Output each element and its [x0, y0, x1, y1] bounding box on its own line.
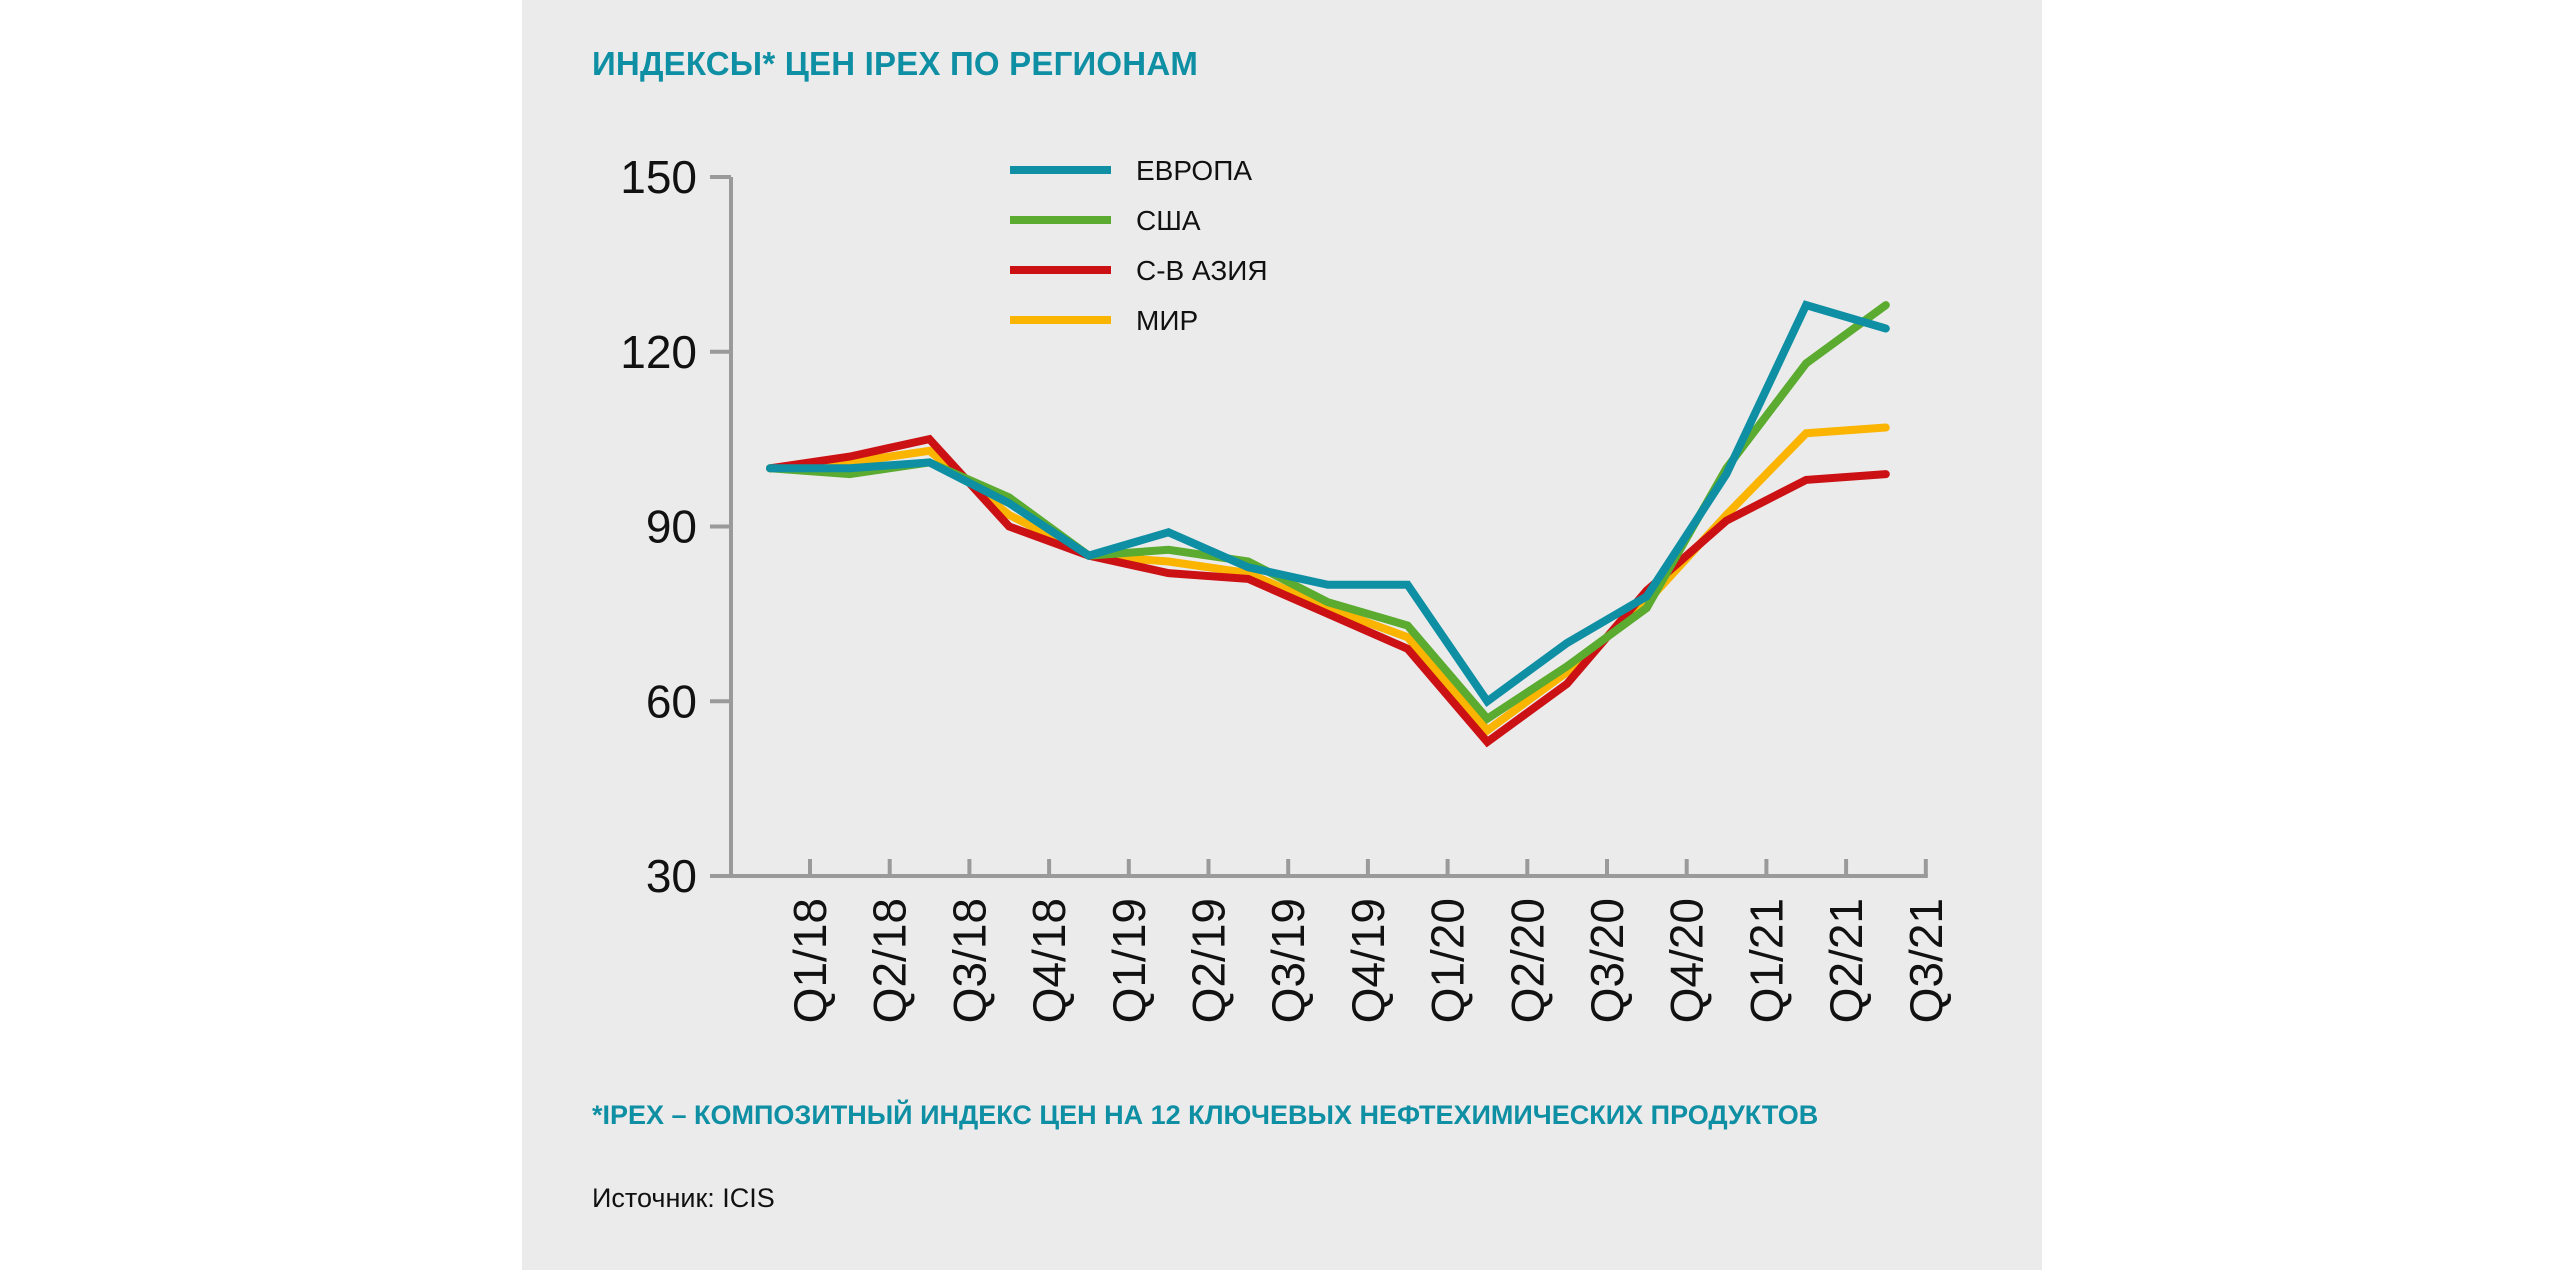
legend-label: С-В АЗИЯ [1136, 255, 1268, 286]
x-tick-label: Q1/18 [784, 898, 836, 1023]
legend-item: ЕВРОПА [1010, 155, 1252, 186]
legend-label: МИР [1136, 305, 1198, 336]
x-tick-label: Q4/19 [1342, 898, 1394, 1023]
x-tick-label: Q2/19 [1183, 898, 1235, 1023]
source-note: Источник: ICIS [592, 1183, 775, 1213]
y-tick-label: 120 [620, 326, 697, 378]
x-tick-label: Q2/21 [1820, 898, 1872, 1023]
footnote: *IPEX – КОМПОЗИТНЫЙ ИНДЕКС ЦЕН НА 12 КЛЮ… [592, 1100, 1819, 1130]
legend: ЕВРОПА США С-В АЗИЯ МИР [1010, 155, 1268, 336]
chart-panel [522, 0, 2042, 1270]
series-line-1 [766, 300, 1890, 707]
y-tick-label: 90 [646, 501, 697, 553]
y-tick-label: 30 [646, 850, 697, 902]
legend-item: С-В АЗИЯ [1010, 255, 1268, 286]
y-axis-ticks: 30 60 90 120 150 [620, 151, 731, 902]
x-tick-label: Q4/18 [1023, 898, 1075, 1023]
series-line-4 [766, 423, 1890, 736]
legend-label: США [1136, 205, 1201, 236]
x-tick-label: Q3/20 [1581, 898, 1633, 1023]
x-tick-label: Q2/18 [864, 898, 916, 1023]
axes [729, 177, 1928, 878]
legend-label: ЕВРОПА [1136, 155, 1252, 186]
y-tick-label: 60 [646, 675, 697, 727]
series-line-2 [766, 301, 1890, 724]
chart-title: ИНДЕКСЫ* ЦЕН IPEX ПО РЕГИОНАМ [592, 45, 1199, 82]
y-tick-label: 150 [620, 151, 697, 203]
x-tick-label: Q1/21 [1740, 898, 1792, 1023]
x-tick-label: Q3/18 [943, 898, 995, 1023]
series-lines [766, 300, 1890, 748]
x-tick-label: Q3/19 [1262, 898, 1314, 1023]
x-tick-label: Q3/21 [1900, 898, 1952, 1023]
x-axis-ticks: Q1/18 Q2/18 Q3/18 Q4/18 Q1/19 Q2/19 Q3/19 Q4/19… [784, 859, 1952, 1023]
x-tick-label: Q1/19 [1103, 898, 1155, 1023]
x-tick-label: Q2/20 [1501, 898, 1553, 1023]
x-tick-label: Q1/20 [1422, 898, 1474, 1023]
x-tick-label: Q4/20 [1661, 898, 1713, 1023]
legend-item: США [1010, 205, 1201, 236]
legend-item: МИР [1010, 305, 1198, 336]
